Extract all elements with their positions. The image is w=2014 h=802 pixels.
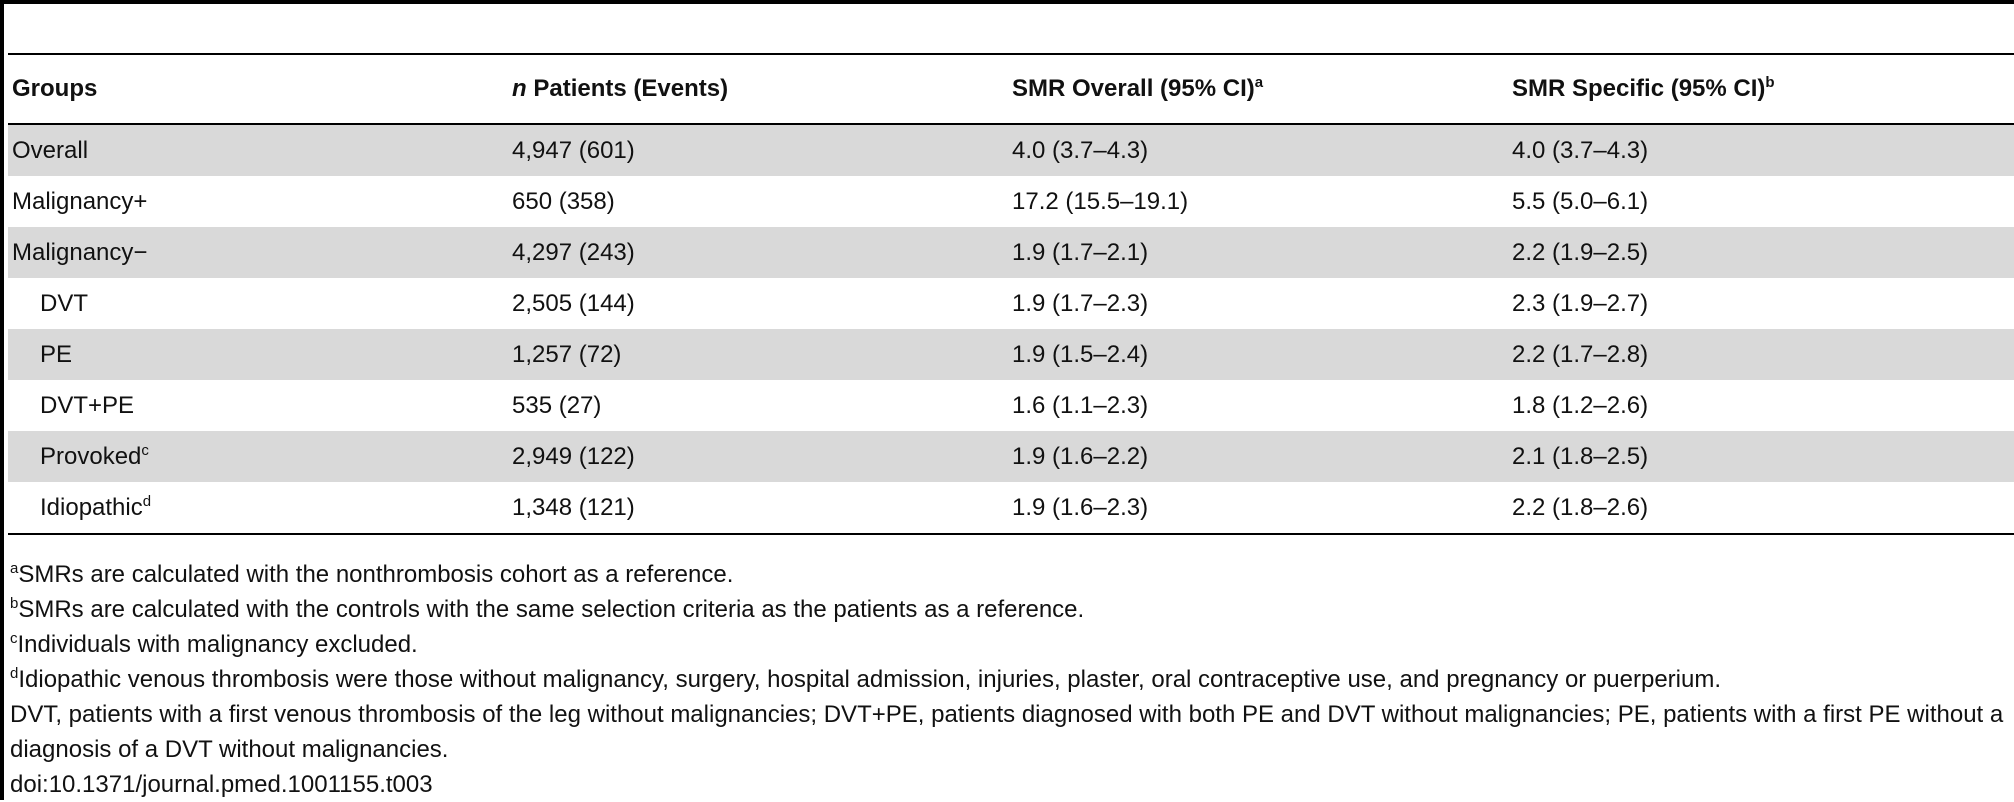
table-header: Groups n Patients (Events) SMR Overall (…	[8, 54, 2014, 124]
cell-smr-specific: 2.3 (1.9–2.7)	[1512, 289, 1649, 317]
cell-smr-specific: 2.2 (1.7–2.8)	[1512, 340, 1649, 368]
top-border-rule	[0, 0, 2014, 4]
cell-patients: 2,949 (122)	[512, 442, 635, 470]
cell-patients: 1,257 (72)	[512, 340, 622, 368]
table-row: PE 1,257 (72) 1.9 (1.5–2.4) 2.2 (1.7–2.8…	[8, 329, 2014, 380]
cell-group: Overall	[12, 136, 89, 164]
cell-smr-overall: 1.6 (1.1–2.3)	[1012, 391, 1149, 419]
cell-patients: 1,348 (121)	[512, 493, 635, 521]
cell-smr-specific: 2.2 (1.9–2.5)	[1512, 238, 1649, 266]
table-row: Malignancy− 4,297 (243) 1.9 (1.7–2.1) 2.…	[8, 227, 2014, 278]
table-row: DVT 2,505 (144) 1.9 (1.7–2.3) 2.3 (1.9–2…	[8, 278, 2014, 329]
cell-patients: 4,297 (243)	[512, 238, 635, 266]
cell-smr-overall: 17.2 (15.5–19.1)	[1012, 187, 1189, 215]
cell-patients: 535 (27)	[512, 391, 602, 419]
cell-group: Provokedc	[40, 441, 149, 470]
table-row: Overall 4,947 (601) 4.0 (3.7–4.3) 4.0 (3…	[8, 124, 2014, 176]
footnote-b: bSMRs are calculated with the controls w…	[10, 595, 1085, 623]
cell-smr-overall: 1.9 (1.6–2.3)	[1012, 493, 1149, 521]
header-smr-overall: SMR Overall (95% CI)a	[1012, 74, 1264, 102]
table-footnotes: aSMRs are calculated with the nonthrombo…	[10, 557, 2010, 802]
table-row: DVT+PE 535 (27) 1.6 (1.1–2.3) 1.8 (1.2–2…	[8, 380, 2014, 431]
cell-patients: 650 (358)	[512, 187, 615, 215]
cell-smr-overall: 1.9 (1.7–2.1)	[1012, 238, 1149, 266]
cell-smr-specific: 4.0 (3.7–4.3)	[1512, 136, 1649, 164]
header-n-italic: n	[512, 75, 527, 102]
cell-group: PE	[40, 340, 73, 368]
smr-results-table: Groups n Patients (Events) SMR Overall (…	[8, 53, 2014, 535]
results-table-container: Groups n Patients (Events) SMR Overall (…	[8, 53, 2014, 535]
cell-smr-specific: 2.2 (1.8–2.6)	[1512, 493, 1649, 521]
footnote-c: cIndividuals with malignancy excluded.	[10, 630, 418, 658]
cell-group: Malignancy+	[12, 187, 148, 215]
header-smr-specific: SMR Specific (95% CI)b	[1512, 74, 1775, 102]
cell-group: DVT+PE	[40, 391, 135, 419]
doi-link[interactable]: doi:10.1371/journal.pmed.1001155.t003	[10, 771, 433, 798]
table-row: Provokedc 2,949 (122) 1.9 (1.6–2.2) 2.1 …	[8, 431, 2014, 482]
cell-smr-overall: 1.9 (1.5–2.4)	[1012, 340, 1149, 368]
header-row: Groups n Patients (Events) SMR Overall (…	[8, 54, 2014, 124]
cell-smr-overall: 4.0 (3.7–4.3)	[1012, 136, 1149, 164]
left-border-rule	[0, 0, 4, 800]
cell-patients: 4,947 (601)	[512, 136, 635, 164]
cell-group: Idiopathicd	[40, 492, 152, 521]
footnote-abbreviations: DVT, patients with a first venous thromb…	[10, 701, 2004, 763]
footnote-a: aSMRs are calculated with the nonthrombo…	[10, 560, 734, 588]
header-groups: Groups	[12, 75, 98, 102]
header-patients-events: n Patients (Events)	[512, 75, 729, 102]
cell-group: DVT	[40, 289, 88, 317]
cell-smr-specific: 5.5 (5.0–6.1)	[1512, 187, 1649, 215]
cell-patients: 2,505 (144)	[512, 289, 635, 317]
cell-smr-overall: 1.9 (1.7–2.3)	[1012, 289, 1149, 317]
cell-smr-overall: 1.9 (1.6–2.2)	[1012, 442, 1149, 470]
table-row: Malignancy+ 650 (358) 17.2 (15.5–19.1) 5…	[8, 176, 2014, 227]
cell-group: Malignancy−	[12, 238, 148, 266]
table-row: Idiopathicd 1,348 (121) 1.9 (1.6–2.3) 2.…	[8, 482, 2014, 534]
cell-smr-specific: 2.1 (1.8–2.5)	[1512, 442, 1649, 470]
footnote-d: dIdiopathic venous thrombosis were those…	[10, 665, 1722, 693]
cell-smr-specific: 1.8 (1.2–2.6)	[1512, 391, 1649, 419]
table-body: Overall 4,947 (601) 4.0 (3.7–4.3) 4.0 (3…	[8, 124, 2014, 534]
